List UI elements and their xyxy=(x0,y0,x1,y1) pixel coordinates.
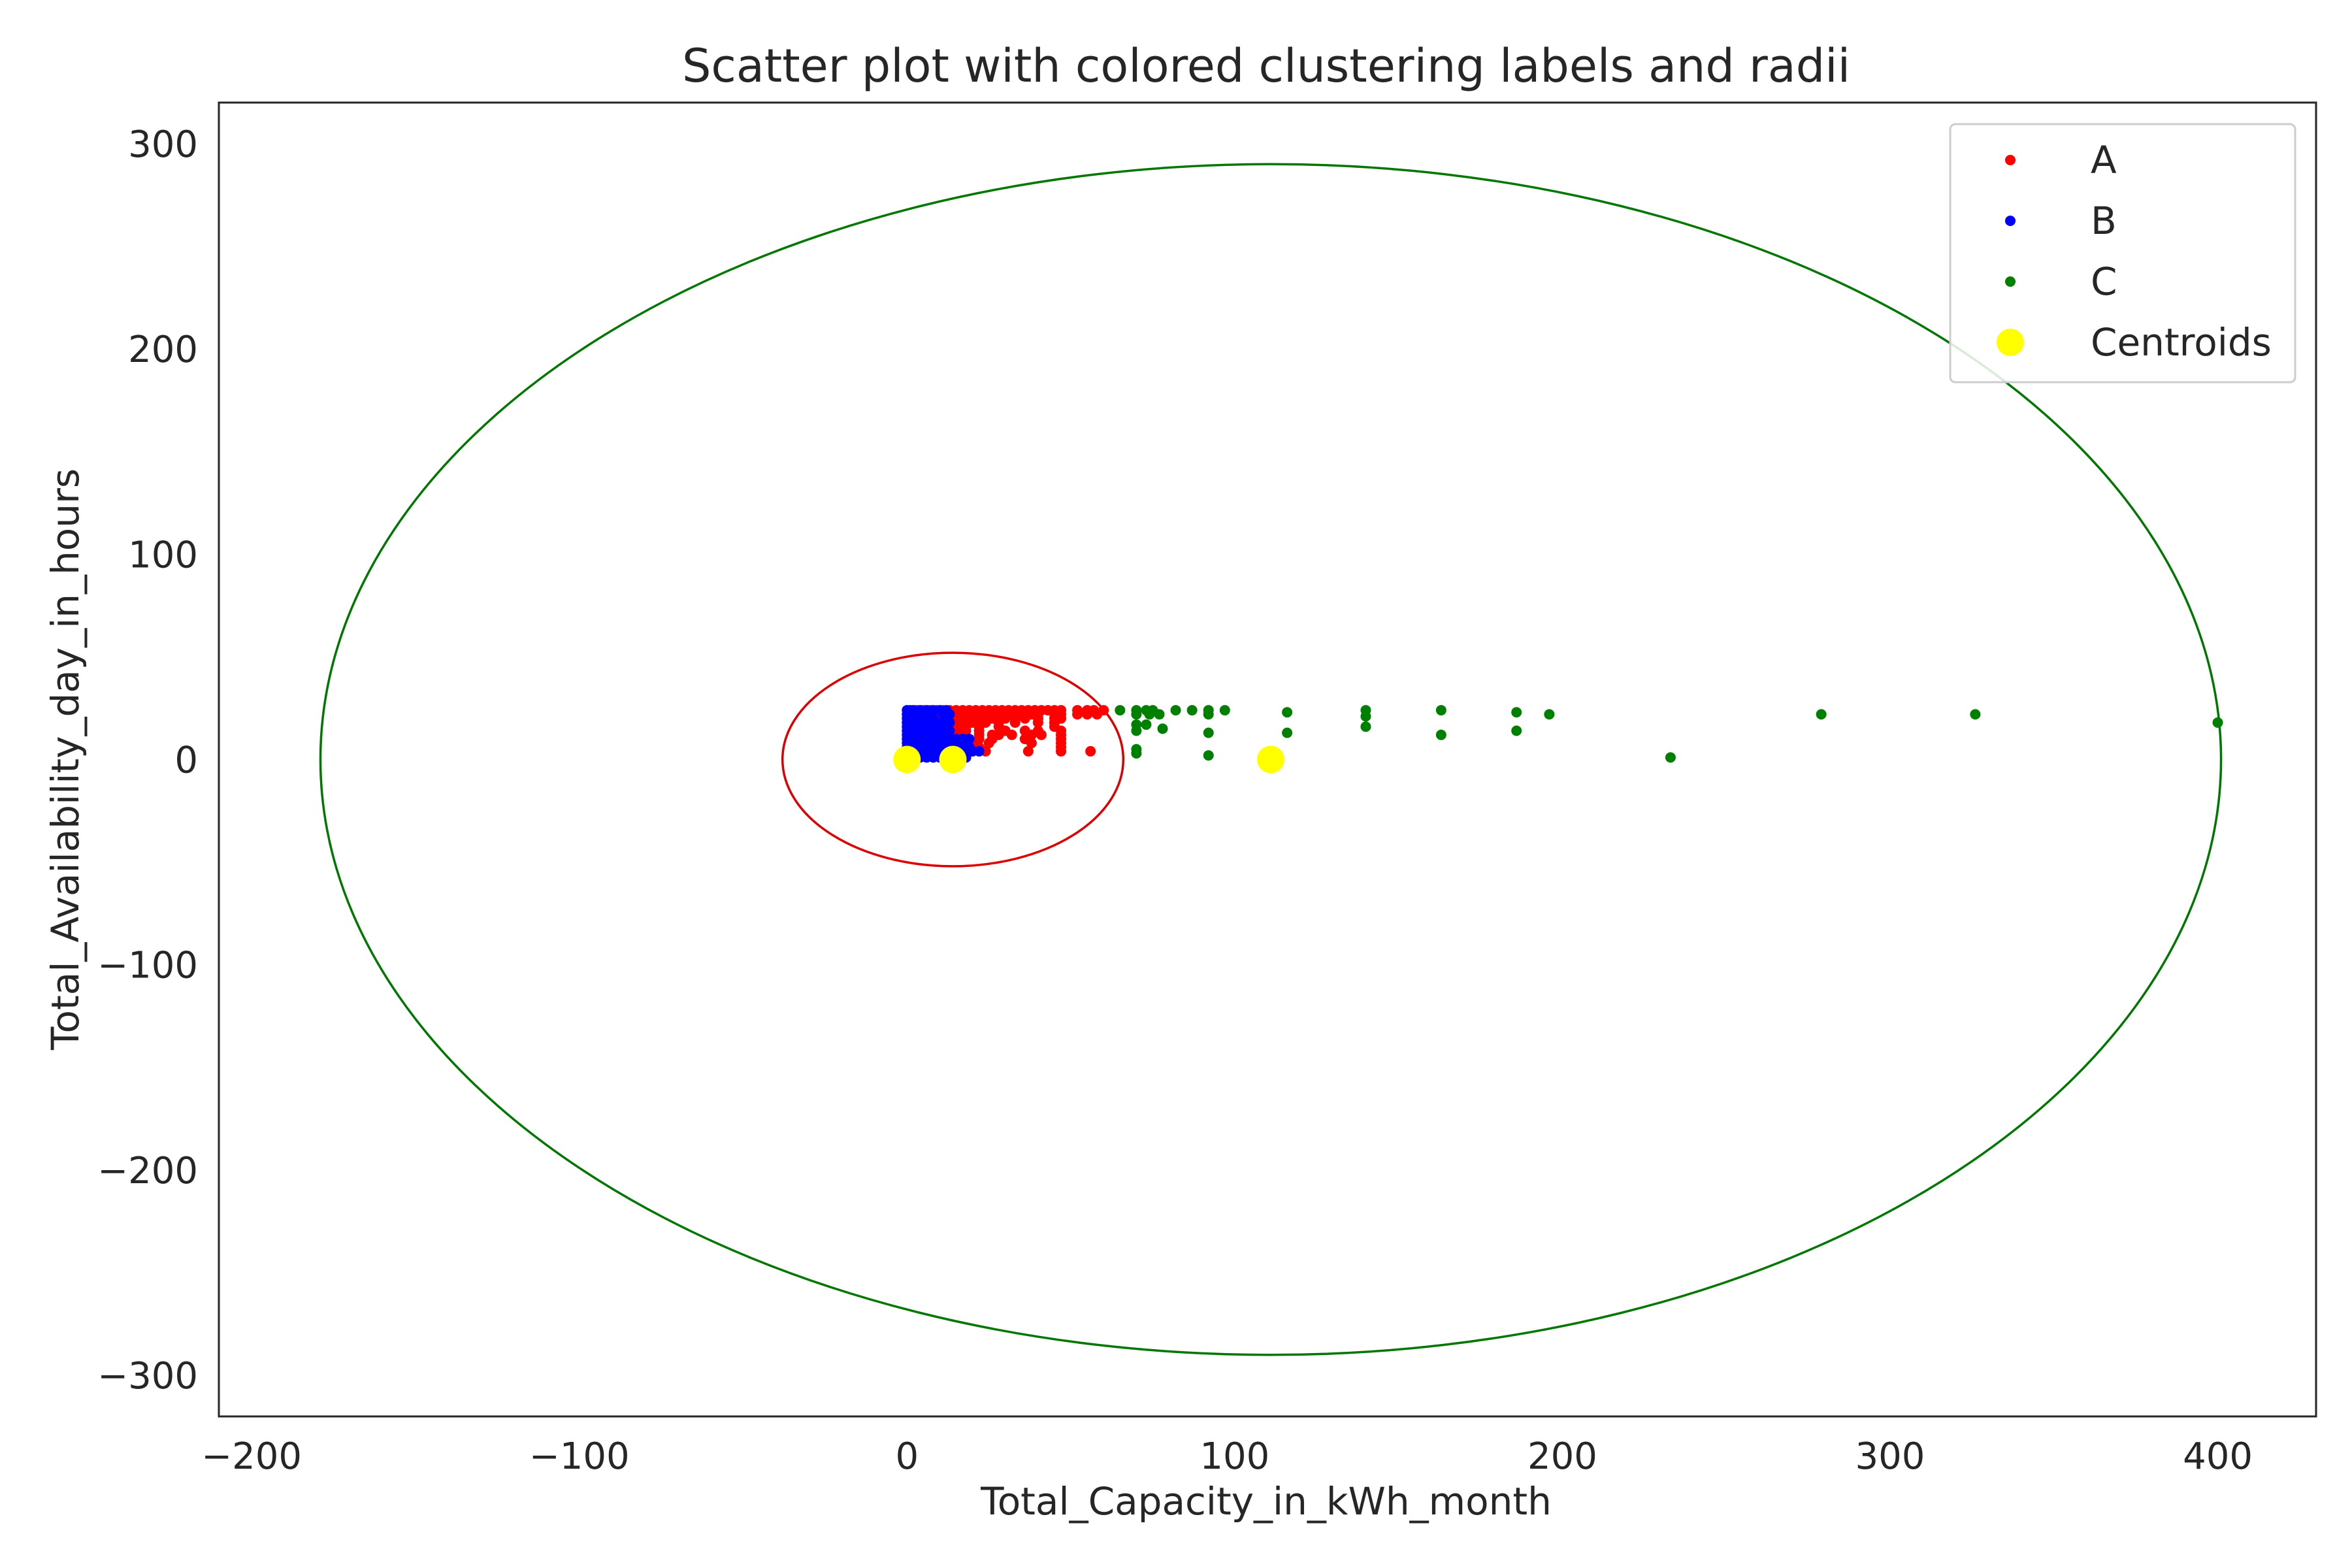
point-c xyxy=(1115,705,1126,716)
radius-circle-a xyxy=(781,651,1125,868)
point-a xyxy=(1036,729,1047,740)
legend-marker xyxy=(2005,276,2016,287)
legend-label: B xyxy=(2091,199,2117,243)
point-c xyxy=(1141,719,1152,730)
point-a xyxy=(1032,717,1043,728)
y-tick-label: 200 xyxy=(128,329,198,371)
point-c xyxy=(1203,727,1214,738)
x-tick-label: 100 xyxy=(1200,1435,1269,1478)
point-c xyxy=(1203,709,1214,720)
point-a xyxy=(1092,709,1103,720)
point-c xyxy=(1511,725,1522,736)
legend-marker xyxy=(2005,216,2016,226)
x-tick-label: −200 xyxy=(201,1435,302,1478)
point-c xyxy=(1170,705,1181,716)
point-c xyxy=(1157,723,1168,734)
y-axis-label: Total_Availability_day_in_hours xyxy=(43,468,88,1051)
point-b xyxy=(973,745,985,757)
y-tick-label: 100 xyxy=(128,534,198,576)
point-c xyxy=(1435,705,1446,716)
point-c xyxy=(1131,725,1142,736)
chart-title: Scatter plot with colored clustering lab… xyxy=(682,39,1850,93)
legend-marker xyxy=(2005,155,2016,165)
point-a xyxy=(1006,729,1017,740)
centroid-point xyxy=(1257,745,1285,774)
point-c xyxy=(2212,717,2223,728)
point-c xyxy=(1186,705,1198,716)
point-a xyxy=(983,738,994,749)
point-c xyxy=(1131,748,1142,759)
legend-label: Centroids xyxy=(2091,320,2272,365)
legend-box xyxy=(1949,123,2296,384)
point-a xyxy=(1026,738,1037,749)
y-tick-label: −100 xyxy=(97,945,198,987)
point-c xyxy=(1154,709,1165,720)
legend-label: C xyxy=(2091,259,2117,304)
point-a xyxy=(1082,709,1093,720)
point-c xyxy=(1203,750,1214,761)
point-c xyxy=(1665,752,1676,763)
radius-circle-c xyxy=(319,163,2223,1356)
point-c xyxy=(1131,709,1142,720)
point-a xyxy=(1072,709,1083,720)
y-tick-label: 300 xyxy=(128,123,198,166)
x-tick-label: −100 xyxy=(529,1435,630,1478)
legend-label: A xyxy=(2091,138,2117,182)
legend-marker xyxy=(1997,329,2024,356)
point-c xyxy=(1282,707,1293,718)
x-axis-label: Total_Capacity_in_kWh_month xyxy=(980,1479,1552,1524)
x-tick-label: 300 xyxy=(1855,1435,1925,1478)
centroids-layer xyxy=(893,745,1285,774)
point-c xyxy=(1360,721,1371,732)
x-tick-label: 200 xyxy=(1527,1435,1597,1478)
y-axis-ticks: −300 −200 −100 0 100 200 300 xyxy=(97,123,198,1397)
point-c xyxy=(1282,727,1293,738)
x-axis-ticks: −200 −100 0 100 200 300 400 xyxy=(201,1435,2253,1478)
point-a xyxy=(1056,745,1067,757)
y-tick-label: −200 xyxy=(97,1150,198,1192)
centroid-point xyxy=(939,745,967,774)
series-c xyxy=(1115,705,2223,763)
point-c xyxy=(1970,709,1981,720)
y-tick-label: −300 xyxy=(97,1355,198,1397)
points-layer xyxy=(902,705,2223,763)
legend: ABC Centroids xyxy=(1949,123,2296,384)
x-tick-label: 400 xyxy=(2183,1435,2253,1478)
point-a xyxy=(1022,745,1034,757)
point-c xyxy=(1360,711,1371,722)
centroid-point xyxy=(893,745,921,774)
point-a xyxy=(1019,713,1030,724)
radii-layer xyxy=(319,163,2223,1356)
plot-frame xyxy=(218,101,2317,1418)
point-c xyxy=(1144,709,1155,720)
point-c xyxy=(1219,705,1230,716)
point-c xyxy=(1435,729,1446,740)
point-a xyxy=(1009,717,1021,728)
point-c xyxy=(1816,709,1827,720)
point-c xyxy=(1511,707,1522,718)
y-tick-label: 0 xyxy=(174,740,198,782)
point-a xyxy=(1085,745,1096,757)
x-tick-label: 0 xyxy=(895,1435,919,1478)
point-c xyxy=(1544,709,1555,720)
